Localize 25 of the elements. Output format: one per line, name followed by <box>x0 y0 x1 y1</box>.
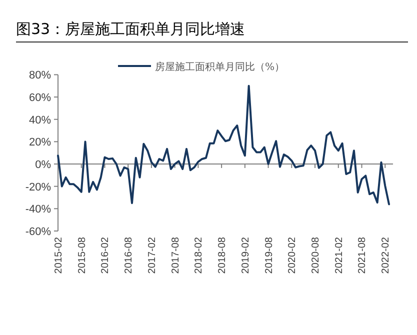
x-tick-label: 2019-02 <box>240 236 252 274</box>
x-tick-label: 2018-02 <box>194 236 205 274</box>
x-tick-label: 2021-08 <box>357 236 368 274</box>
y-tick-label: 40% <box>28 114 52 126</box>
y-tick-label: -60% <box>25 226 52 238</box>
x-tick-label: 2018-08 <box>217 236 228 274</box>
chart-title: 图33：房屋施工面积单月同比增速 <box>16 20 246 38</box>
y-tick-label: 20% <box>28 136 52 149</box>
x-tick-label: 2021-02 <box>334 236 345 274</box>
y-tick-label: 80% <box>28 70 52 82</box>
x-tick-label: 2019-08 <box>264 236 275 274</box>
legend-label: 房屋施工面积单月同比（%） <box>155 61 285 73</box>
x-tick-label: 2022-02 <box>380 236 392 274</box>
y-tick-label: 60% <box>28 92 52 104</box>
x-tick-label: 2016-08 <box>124 236 135 274</box>
x-tick-label: 2017-08 <box>170 236 182 274</box>
x-tick-label: 2015-02 <box>54 236 64 274</box>
x-tick-label: 2015-08 <box>76 236 88 274</box>
x-tick-label: 2020-02 <box>287 236 298 274</box>
x-tick-label: 2020-08 <box>310 236 322 274</box>
x-tick-label: 2017-02 <box>146 236 158 274</box>
y-tick-label: 0% <box>35 159 52 172</box>
y-tick-label: -20% <box>25 181 52 194</box>
y-tick-label: -40% <box>25 204 52 216</box>
x-tick-label: 2016-02 <box>100 236 112 274</box>
